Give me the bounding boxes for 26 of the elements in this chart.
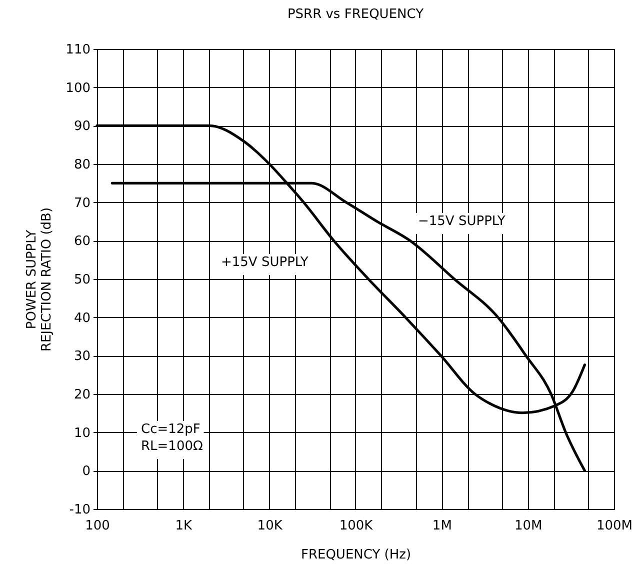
annotation: −15V SUPPLY xyxy=(418,214,506,229)
y-tick-label: 0 xyxy=(82,464,90,480)
y-tick-label: 70 xyxy=(74,196,90,211)
y-tick-label: 60 xyxy=(74,234,90,250)
annotation: +15V SUPPLY xyxy=(221,255,308,270)
y-tick-label: 80 xyxy=(74,158,90,172)
y-axis-title: POWER SUPPLY REJECTION RATIO (dB) xyxy=(24,207,55,352)
y-tick-label: 10 xyxy=(74,426,90,441)
y-tick-label: 40 xyxy=(74,310,90,326)
y-tick-label: 110 xyxy=(66,42,90,58)
x-tick-label: 100M xyxy=(596,518,633,534)
y-tick-label: 100 xyxy=(66,80,90,96)
x-tick-label: 1M xyxy=(432,518,452,534)
y-tick-label: 30 xyxy=(74,349,90,364)
x-tick-label: 100 xyxy=(85,518,110,534)
annotation: Cc=12pF RL=100Ω xyxy=(141,422,203,454)
x-tick-label: 10K xyxy=(257,518,283,534)
chart-title: PSRR vs FREQUENCY xyxy=(287,7,424,22)
x-tick-label: 100K xyxy=(339,518,374,534)
y-tick-label: 50 xyxy=(74,272,90,288)
y-tick-label: 90 xyxy=(74,119,90,134)
y-tick-label: -10 xyxy=(69,502,90,518)
x-tick-label: 1K xyxy=(175,518,193,534)
y-tick-label: 20 xyxy=(74,388,90,402)
x-tick-label: 10M xyxy=(514,518,542,534)
x-axis-title: FREQUENCY (Hz) xyxy=(300,548,412,562)
